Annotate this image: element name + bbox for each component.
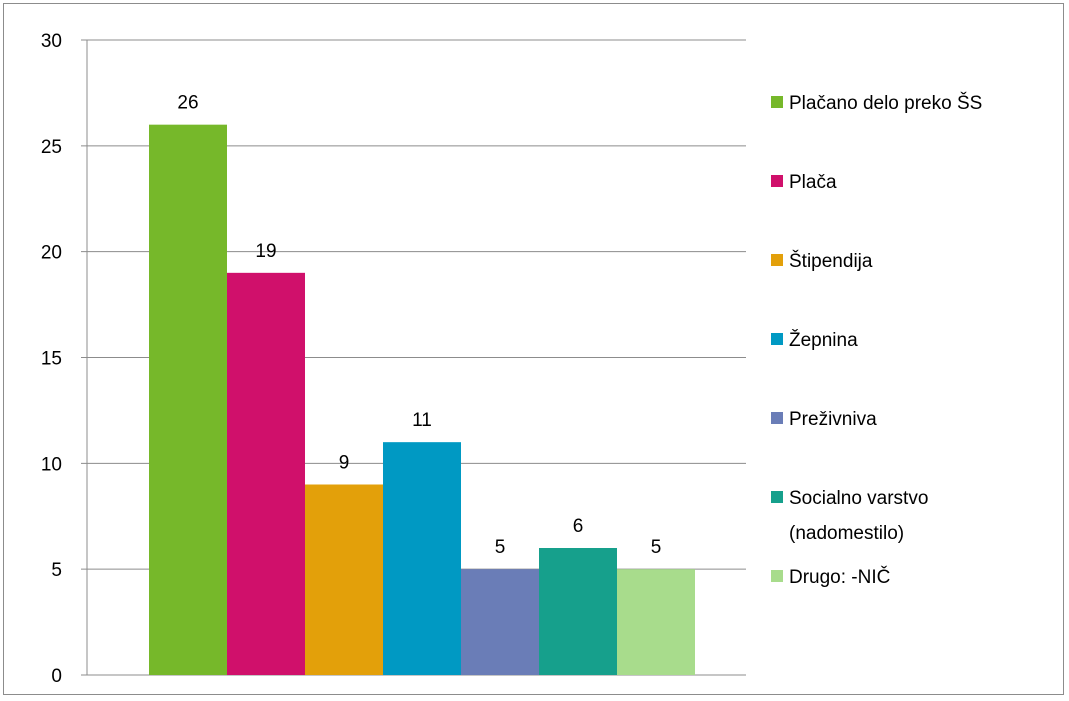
bar bbox=[305, 484, 383, 675]
bar bbox=[383, 442, 461, 675]
legend-swatch bbox=[771, 491, 783, 503]
legend-label: Štipendija bbox=[789, 250, 873, 272]
y-tick-label: 30 bbox=[41, 31, 62, 52]
data-label: 19 bbox=[255, 241, 276, 262]
y-tick-label: 10 bbox=[41, 454, 62, 475]
legend-label: Drugo: -NIČ bbox=[789, 566, 890, 588]
y-tick-label: 5 bbox=[51, 560, 62, 581]
data-label: 26 bbox=[177, 93, 198, 114]
y-tick-label: 0 bbox=[51, 666, 62, 687]
legend-entry: Preživniva bbox=[771, 409, 877, 430]
legend-entry: Štipendija bbox=[771, 250, 873, 272]
bar bbox=[617, 569, 695, 675]
legend-label: Plača bbox=[789, 172, 837, 193]
legend-swatch bbox=[771, 333, 783, 345]
legend-entry: Socialno varstvo (nadomestilo) bbox=[771, 488, 928, 544]
data-label: 9 bbox=[339, 453, 350, 474]
legend-label: Žepnina bbox=[789, 329, 858, 351]
legend-entry: Plača bbox=[771, 172, 837, 193]
bar-chart: 0 5 10 15 20 25 30 26 19 9 11 5 6 5 Plačano delo pre… bbox=[41, 31, 982, 687]
y-tick-label: 20 bbox=[41, 243, 62, 264]
legend-entry: Žepnina bbox=[771, 329, 858, 351]
data-label: 5 bbox=[495, 537, 506, 558]
legend-swatch bbox=[771, 96, 783, 108]
bar bbox=[461, 569, 539, 675]
data-label: 6 bbox=[573, 516, 584, 537]
legend-swatch bbox=[771, 412, 783, 424]
bar bbox=[227, 272, 305, 675]
legend-swatch bbox=[771, 570, 783, 582]
y-tick-label: 25 bbox=[41, 137, 62, 158]
chart-frame: 0 5 10 15 20 25 30 26 19 9 11 5 6 5 Plačano delo pre… bbox=[3, 3, 1064, 695]
bar bbox=[149, 124, 227, 675]
y-tick-label: 15 bbox=[41, 349, 62, 370]
data-label: 11 bbox=[412, 410, 432, 431]
legend-swatch bbox=[771, 254, 783, 266]
legend-swatch bbox=[771, 175, 783, 187]
legend-entry: Plačano delo preko ŠS bbox=[771, 92, 982, 114]
legend-label: Plačano delo preko ŠS bbox=[789, 92, 982, 114]
legend-label: Preživniva bbox=[789, 409, 877, 430]
legend-entry: Drugo: -NIČ bbox=[771, 566, 890, 588]
bar bbox=[539, 548, 617, 675]
legend-label: Socialno varstvo (nadomestilo) bbox=[789, 488, 928, 544]
data-label: 5 bbox=[651, 537, 662, 558]
